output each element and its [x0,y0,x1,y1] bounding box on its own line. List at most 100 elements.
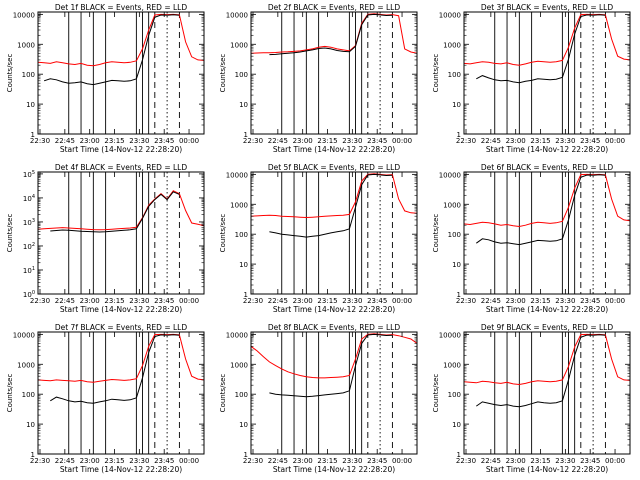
x-tick-label: 23:00 [293,457,313,465]
panel-title: Det 2f BLACK = Events, RED = LLD [268,3,401,12]
x-axis-label: Start Time (14-Nov-12 22:28:20) [60,305,182,314]
y-axis-label: Counts/sec [219,214,227,253]
x-axis-label: Start Time (14-Nov-12 22:28:20) [273,145,395,154]
panel-8: Det 8f BLACK = Events, RED = LLD 1 10 100 10… [219,323,418,474]
x-tick-label: 23:00 [506,297,526,305]
x-tick-label: 23:30 [342,137,362,145]
panel-title: Det 7f BLACK = Events, RED = LLD [55,323,188,332]
plot-frame [37,171,205,295]
plot-frame [37,331,205,455]
x-tick-label: 00:00 [179,137,199,145]
x-tick-label: 22:45 [55,297,75,305]
panel-7: Det 7f BLACK = Events, RED = LLD 1 10 100 10… [6,323,205,474]
y-tick-label: 100 [448,71,461,79]
x-tick-label: 23:45 [367,457,387,465]
x-tick-label: 22:30 [243,137,263,145]
x-tick-label: 00:00 [179,457,199,465]
plot-frame [250,11,418,135]
x-axis-label: Start Time (14-Nov-12 22:28:20) [486,465,608,474]
y-axis-label: Counts/sec [432,374,440,413]
x-axis-label: Start Time (14-Nov-12 22:28:20) [60,465,182,474]
y-tick-label: 105 [23,170,35,179]
y-tick-label: 100 [235,391,248,399]
y-tick-label: 10 [239,101,248,109]
x-tick-label: 23:30 [555,137,575,145]
plot-frame [250,331,418,455]
y-tick-label: 1000 [443,361,461,369]
panel-9: Det 9f BLACK = Events, RED = LLD 1 10 100 10… [432,323,631,474]
y-axis-label: Counts/sec [432,54,440,93]
x-tick-label: 22:30 [456,457,476,465]
y-tick-exponent: 5 [32,170,35,176]
y-tick-label: 100 [22,71,35,79]
y-tick-label: 102 [23,242,35,251]
y-tick-exponent: 1 [32,266,35,272]
x-tick-label: 23:00 [80,297,100,305]
y-tick-label: 1 [31,451,35,459]
series-line-red [250,13,418,54]
x-tick-label: 23:30 [555,297,575,305]
x-tick-label: 22:45 [481,137,501,145]
y-tick-label: 1000 [230,41,248,49]
series-line-black [50,334,180,404]
x-tick-label: 23:30 [129,297,149,305]
x-tick-label: 23:15 [104,457,124,465]
x-axis-label: Start Time (14-Nov-12 22:28:20) [273,465,395,474]
x-tick-label: 23:15 [317,137,337,145]
x-tick-label: 22:45 [55,137,75,145]
x-tick-label: 23:30 [555,457,575,465]
y-axis-label: Counts/sec [6,374,14,413]
x-tick-label: 23:30 [342,457,362,465]
y-tick-exponent: 2 [32,242,35,248]
series-line-red [250,173,418,219]
y-tick-label: 100 [22,391,35,399]
x-tick-label: 23:45 [367,137,387,145]
x-tick-label: 23:15 [530,297,550,305]
y-axis-label: Counts/sec [219,374,227,413]
y-tick-label: 10000 [226,11,248,19]
x-tick-label: 23:00 [293,297,313,305]
series-line-black [269,173,393,238]
x-tick-label: 23:15 [104,137,124,145]
x-tick-label: 23:00 [506,457,526,465]
x-axis-label: Start Time (14-Nov-12 22:28:20) [486,145,608,154]
y-tick-label: 10000 [226,331,248,339]
x-tick-label: 23:00 [506,137,526,145]
y-tick-label: 10 [239,261,248,269]
y-tick-label: 1000 [443,41,461,49]
series-line-black [269,13,393,56]
plot-frame [37,11,205,135]
y-tick-label: 100 [448,231,461,239]
x-tick-label: 22:45 [481,457,501,465]
panel-title: Det 8f BLACK = Events, RED = LLD [268,323,401,332]
panel-1: Det 1f BLACK = Events, RED = LLD 1 10 100 10… [6,3,205,154]
panel-title: Det 6f BLACK = Events, RED = LLD [481,163,614,172]
y-tick-label: 10 [239,421,248,429]
y-tick-exponent: 3 [32,218,35,224]
y-tick-label: 101 [23,266,35,275]
x-tick-label: 23:15 [530,457,550,465]
x-tick-label: 23:45 [580,457,600,465]
x-tick-label: 23:45 [154,457,174,465]
y-tick-label: 1000 [443,201,461,209]
y-tick-label: 100 [235,71,248,79]
x-axis-label: Start Time (14-Nov-12 22:28:20) [60,145,182,154]
y-tick-label: 1 [457,451,461,459]
panel-6: Det 6f BLACK = Events, RED = LLD 1 10 100 10… [432,163,631,314]
series-line-red [250,333,418,379]
x-tick-label: 22:45 [268,457,288,465]
y-tick-label: 1000 [230,201,248,209]
x-tick-label: 22:45 [481,297,501,305]
y-tick-label: 10000 [226,171,248,179]
plot-frame [463,11,631,135]
x-tick-label: 23:15 [317,457,337,465]
x-tick-label: 00:00 [605,457,625,465]
panel-5: Det 5f BLACK = Events, RED = LLD 1 10 100 10… [219,163,418,314]
x-tick-label: 23:15 [104,297,124,305]
x-tick-label: 22:30 [30,457,50,465]
plot-frame [463,331,631,455]
y-axis-label: Counts/sec [6,54,14,93]
panel-title: Det 4f BLACK = Events, RED = LLD [55,163,188,172]
y-tick-label: 104 [23,194,35,203]
